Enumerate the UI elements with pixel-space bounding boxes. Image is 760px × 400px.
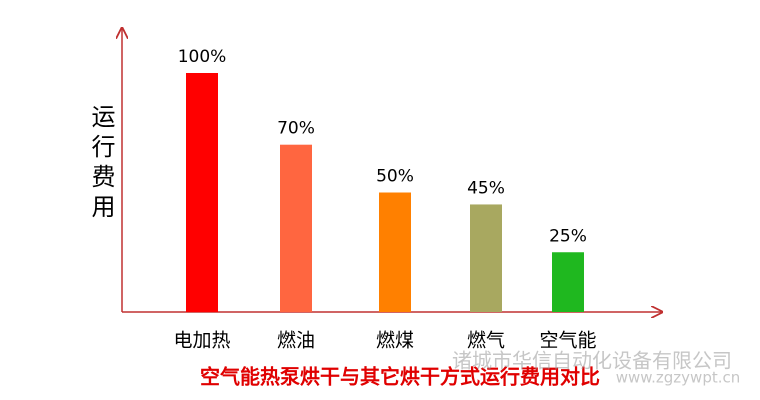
value-label: 100% [178, 47, 227, 67]
x-tick-label: 电加热 [173, 330, 230, 352]
value-label: 25% [549, 226, 587, 246]
x-tick-label: 燃油 [277, 330, 315, 352]
value-label: 50% [376, 167, 414, 187]
bar [186, 73, 218, 312]
watermark: 诸城市华信自动化设备有限公司 [452, 349, 732, 373]
value-label: 70% [277, 119, 315, 139]
y-axis-label: 运行费用 [87, 104, 115, 224]
bar [280, 144, 312, 312]
bar [379, 192, 411, 312]
bar [552, 252, 584, 312]
value-label: 45% [467, 178, 505, 198]
x-tick-label: 燃煤 [376, 330, 414, 352]
watermark: www.zgzywpt.cn [616, 369, 741, 387]
x-tick-label: 空气能 [539, 330, 596, 352]
x-tick-label: 燃气 [467, 330, 505, 352]
chart-title: 空气能热泵烘干与其它烘干方式运行费用对比 [200, 365, 600, 389]
bar [470, 204, 502, 312]
